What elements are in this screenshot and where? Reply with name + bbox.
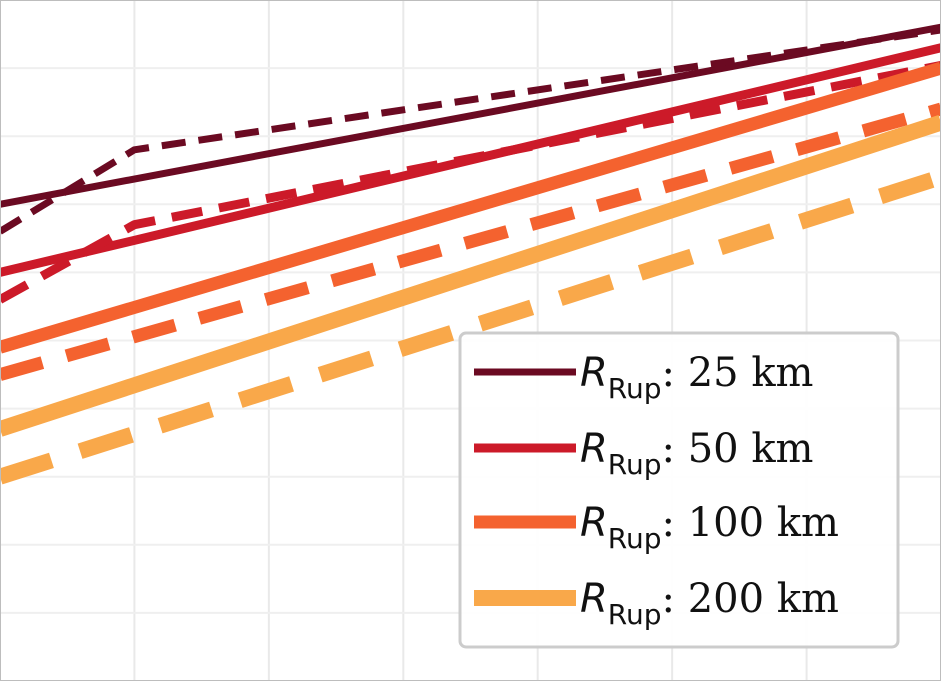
series-dashed-line-100km [0, 102, 941, 381]
series-layer [0, 23, 941, 485]
legend-distance: : 200 km [662, 576, 839, 622]
legend-label-100km: RRup: 100 km [580, 500, 839, 555]
legend-symbol: R [580, 500, 608, 546]
legend-subscript: Rup [608, 598, 662, 631]
legend-entry-50km: RRup: 50 km [474, 426, 814, 481]
legend-subscript: Rup [608, 522, 662, 555]
legend-symbol: R [580, 350, 608, 396]
legend-subscript: Rup [608, 372, 662, 405]
series-solid-line-100km [0, 61, 941, 354]
legend-entry-200km: RRup: 200 km [474, 576, 839, 631]
legend-label-25km: RRup: 25 km [580, 350, 814, 405]
legend-label-50km: RRup: 50 km [580, 426, 814, 481]
series-dashed-line-50km [0, 60, 941, 304]
legend-symbol: R [580, 426, 608, 472]
legend-distance: : 50 km [662, 426, 814, 472]
legend-entry-25km: RRup: 25 km [474, 350, 814, 405]
legend-entry-100km: RRup: 100 km [474, 500, 839, 555]
series-solid-line-25km [0, 23, 941, 208]
legend-label-200km: RRup: 200 km [580, 576, 839, 631]
series-solid-line-200km [0, 114, 941, 437]
legend-distance: : 25 km [662, 350, 814, 396]
legend-symbol: R [580, 576, 608, 622]
legend-distance: : 100 km [662, 500, 839, 546]
legend-subscript: Rup [608, 448, 662, 481]
series-dashed-line-25km [0, 26, 941, 235]
legend-frame [458, 331, 900, 649]
